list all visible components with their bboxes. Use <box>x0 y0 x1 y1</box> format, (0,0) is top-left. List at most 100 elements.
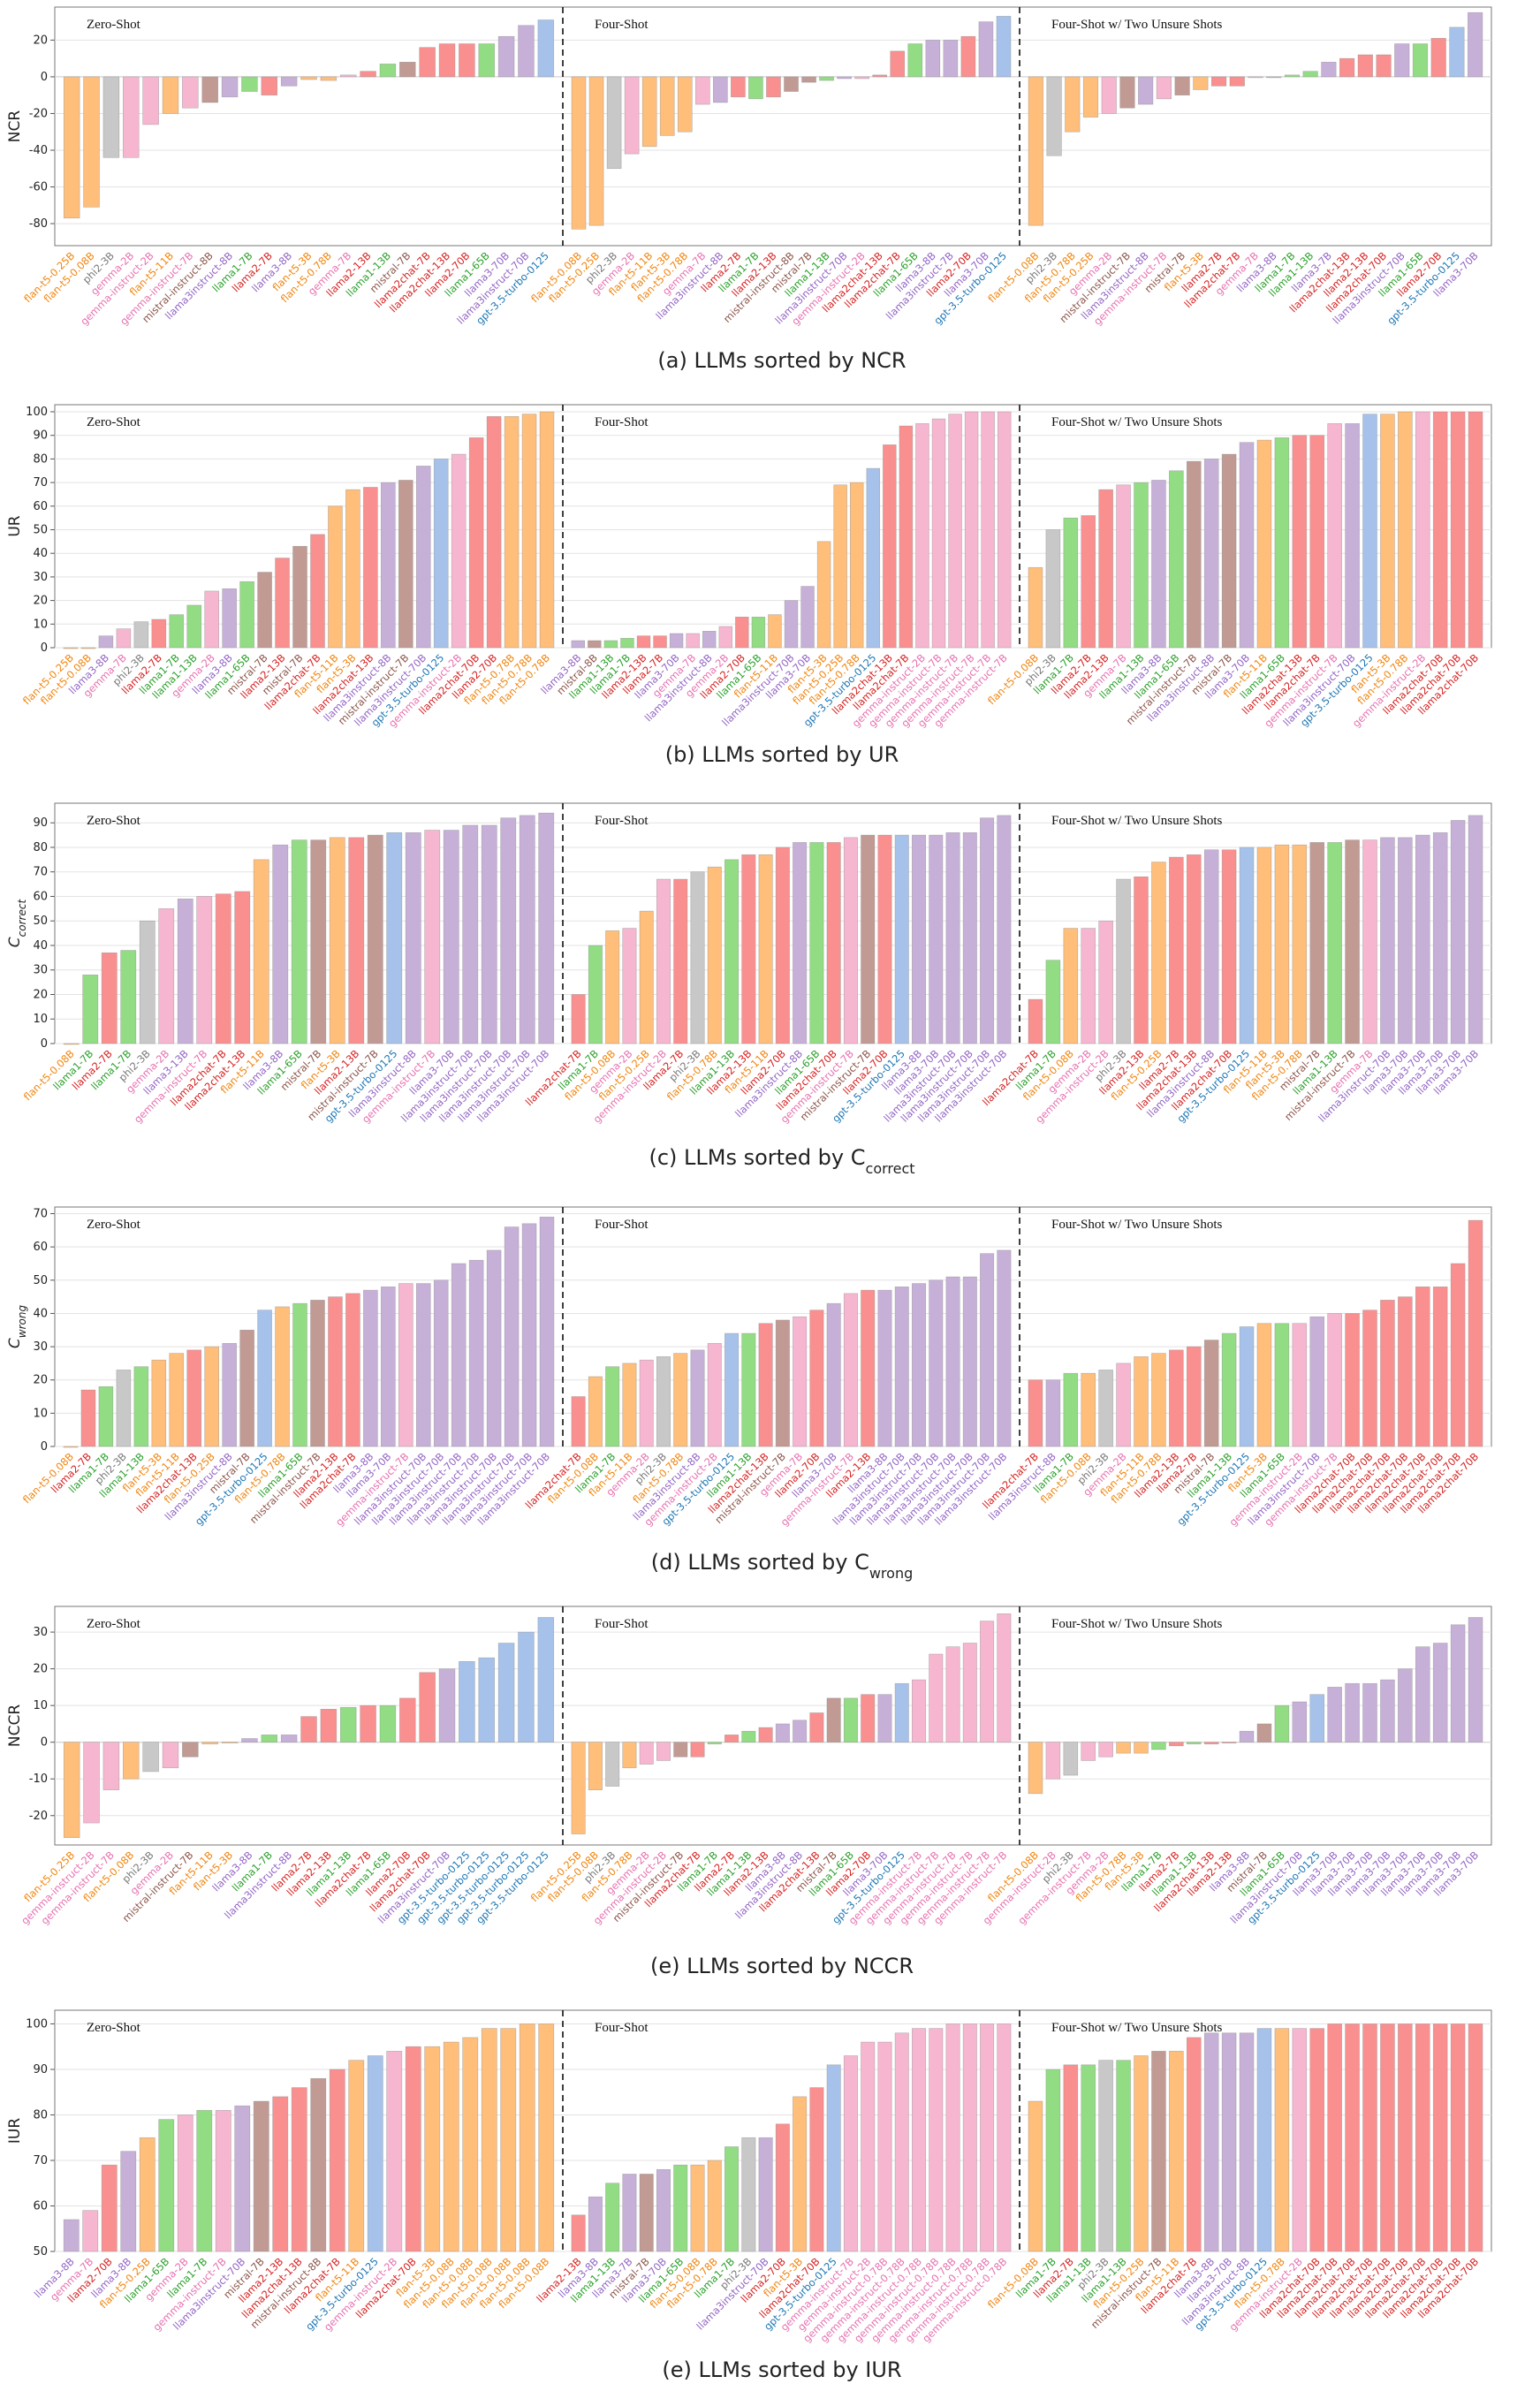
y-tick-label: 0 <box>41 1736 48 1750</box>
bar-flan-t5-3B <box>1274 844 1290 1044</box>
plot-frame <box>54 6 1492 247</box>
panel-3: Four-Shot w/ Two Unsure Shotsflan-t5-0.0… <box>985 411 1483 730</box>
bar-llama1-13B <box>741 1730 756 1742</box>
bar-llama1-65B <box>291 839 307 1044</box>
bar-llama3-70B <box>1345 1682 1360 1742</box>
bar-llama3-70B <box>1398 1668 1413 1742</box>
panel-title: Zero-Shot <box>87 415 141 429</box>
bar-flan-t5-0.08B <box>462 2037 479 2252</box>
bar-llama2-13B <box>320 1709 338 1742</box>
bar-llama1-7B <box>748 76 763 100</box>
y-tick-label: -80 <box>29 217 48 231</box>
bar-llama2chat-70B <box>1380 1300 1395 1447</box>
bar-llama2-70B <box>809 1310 824 1447</box>
bar-gemma-instruct-7B <box>1156 76 1172 100</box>
bar-llama1-7B <box>605 1366 620 1447</box>
panel-1: Zero-Shotflan-t5-0.25Bflan-t5-0.08Bphi2-… <box>21 18 555 328</box>
bar-flan-t5-11B <box>768 614 782 649</box>
bar-flan-t5-0.08B <box>690 2164 705 2252</box>
bar-llama1-65B <box>751 616 766 649</box>
bar-llama1-13B <box>1327 842 1342 1044</box>
bar-llama3instruct-8B <box>793 1720 808 1742</box>
bar-gemma-instruct-0.78B <box>962 2023 977 2252</box>
bar-llama2-13B <box>766 76 781 98</box>
bar-gemma-instruct-0.78B <box>945 2023 960 2252</box>
bar-llama3instruct-70B <box>784 600 799 649</box>
y-axis-label: UR <box>6 515 24 536</box>
bar-llama3-70B <box>1450 1624 1466 1742</box>
bar-llama2chat-70B <box>1345 1313 1360 1447</box>
bar-llama3-70B <box>1415 834 1430 1044</box>
bar-llama2chat-13B <box>1187 854 1202 1044</box>
bar-gemma-instruct-7B <box>102 1742 120 1790</box>
bar-llama3instruct-70B <box>980 817 995 1044</box>
bar-llama3-8B <box>1151 480 1166 649</box>
bar-mistral-7B <box>310 839 327 1044</box>
bar-llama3instruct-70B <box>539 1216 555 1447</box>
bar-llama1-7B <box>1151 1742 1166 1750</box>
bar-flan-t5-3B <box>1134 1742 1149 1754</box>
y-tick-label: 30 <box>33 1340 48 1354</box>
bar-flan-t5-0.25B <box>639 910 654 1044</box>
bar-llama3-7B <box>1321 62 1337 78</box>
bar-llama2-7B <box>151 619 167 649</box>
bar-llama2-7B <box>653 635 667 649</box>
bar-flan-t5-0.78B <box>320 76 338 81</box>
bar-mistral-7B <box>253 2100 269 2252</box>
bar-llama1-65B <box>843 1697 858 1742</box>
bar-llama2chat-70B <box>1468 1219 1483 1447</box>
bar-gpt-3.5-turbo-0125 <box>826 2064 841 2252</box>
bar-mistral-7B <box>1174 76 1190 95</box>
bar-gemma-2B <box>1116 1363 1131 1447</box>
bar-llama2-7B <box>731 76 746 98</box>
y-tick-label: 50 <box>33 524 48 537</box>
bar-gemma-instruct-2B <box>451 453 467 649</box>
bar-gpt-3.5-turbo-0125 <box>1449 27 1465 78</box>
bar-llama3-70B <box>1380 1679 1395 1742</box>
bar-gpt-3.5-turbo-0125 <box>459 1661 475 1742</box>
bar-flan-t5-0.78B <box>275 1306 290 1447</box>
bar-llama2-13B <box>861 1289 876 1447</box>
bar-gemma-7B <box>793 1316 808 1447</box>
bar-flan-t5-3B <box>659 76 675 136</box>
bar-phi2-3B <box>1116 878 1131 1044</box>
panel-title: Four-Shot <box>595 1218 649 1232</box>
bar-llama2chat-70B <box>1450 411 1466 649</box>
bar-llama2chat-70B <box>419 1672 436 1742</box>
y-tick-label: 10 <box>33 1013 48 1026</box>
y-tick-label: 10 <box>33 1699 48 1712</box>
bar-flan-t5-0.78B <box>1151 1353 1166 1447</box>
bar-llama3instruct-70B <box>415 1283 431 1447</box>
bar-llama3instruct-70B <box>1345 423 1360 649</box>
bar-llama1-7B <box>196 2110 213 2252</box>
y-tick-label: 50 <box>33 915 48 928</box>
y-tick-label: -40 <box>29 144 48 157</box>
y-tick-label: 0 <box>41 1440 48 1454</box>
bar-llama3instruct-8B <box>713 76 728 103</box>
bar-llama3-8B <box>925 40 941 78</box>
bar-gemma-instruct-7B <box>962 1643 977 1742</box>
bar-gpt-3.5-turbo-0125 <box>433 459 449 649</box>
bar-gemma-instruct-2B <box>142 76 159 125</box>
y-tick-label: 50 <box>33 1274 48 1287</box>
bar-llama2-70B <box>861 1694 876 1742</box>
chart-caption: (a) LLMs sorted by NCR <box>657 348 906 373</box>
bar-llama1-65B <box>379 1704 397 1742</box>
bar-gemma-2B <box>639 1359 654 1447</box>
bar-flan-t5-0.08B <box>588 1742 603 1790</box>
panel-title: Four-Shot w/ Two Unsure Shots <box>1051 1617 1223 1631</box>
bar-llama3instruct-70B <box>837 76 852 80</box>
bar-gpt-3.5-turbo-0125 <box>1239 846 1255 1044</box>
bar-gemma-7B <box>1116 484 1131 649</box>
bar-llama2chat-70B <box>1398 1296 1413 1447</box>
bar-llama3-8B <box>363 1289 378 1447</box>
bar-llama3-8B <box>222 588 237 649</box>
bar-gemma-instruct-7B <box>843 1293 858 1447</box>
panel-title: Zero-Shot <box>87 1617 141 1631</box>
bar-llama2-7B <box>1081 515 1096 649</box>
bar-gpt-3.5-turbo-0125 <box>866 467 880 649</box>
bar-flan-t5-3B <box>221 1742 239 1743</box>
y-tick-label: 10 <box>33 618 48 631</box>
y-tick-label: 50 <box>33 2245 48 2259</box>
bar-gemma-instruct-2B <box>386 2051 403 2252</box>
